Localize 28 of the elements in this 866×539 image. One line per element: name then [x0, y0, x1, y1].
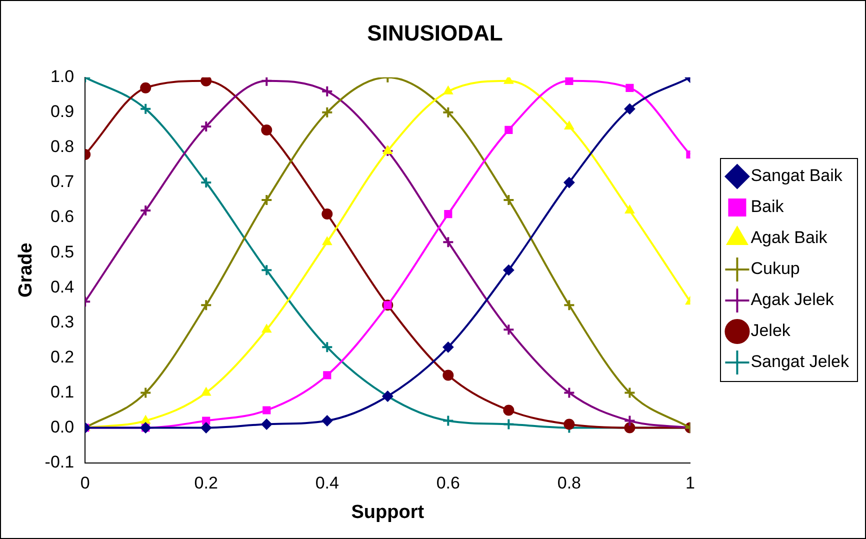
chart-title: SINUSIODAL — [367, 20, 503, 46]
x-axis-title: Support — [351, 502, 425, 523]
y-tick-label: 0.3 — [50, 312, 74, 332]
legend-label: Baik — [750, 197, 784, 216]
x-tick-label: 0.4 — [315, 474, 339, 493]
y-tick-label: 0.7 — [50, 172, 74, 192]
x-tick-label: 0.6 — [436, 474, 460, 493]
legend-label: Agak Jelek — [750, 290, 834, 310]
legend-label: Sangat Baik — [750, 166, 843, 186]
y-tick-label: 0.2 — [50, 347, 74, 366]
legend-label: Sangat Jelek — [750, 352, 850, 372]
y-tick-label: 0.9 — [50, 102, 74, 122]
y-tick-label: -0.1 — [44, 452, 74, 472]
y-tick-label: 1.0 — [50, 67, 74, 86]
x-tick-label: 1 — [685, 474, 695, 493]
legend-label: Jelek — [750, 321, 791, 340]
y-tick-label: 0.5 — [50, 242, 74, 262]
legend-label: Agak Baik — [750, 228, 828, 248]
y-axis-title: Grade — [16, 242, 37, 298]
x-tick-label: 0.2 — [194, 474, 218, 493]
legend-label: Cukup — [750, 259, 800, 278]
y-tick-label: 0.0 — [50, 417, 74, 436]
y-tick-label: 0.6 — [50, 207, 74, 226]
y-tick-label: 0.1 — [50, 382, 74, 402]
y-tick-label: 0.8 — [50, 137, 74, 156]
y-tick-label: 0.4 — [50, 277, 74, 296]
x-tick-label: 0.8 — [557, 474, 582, 493]
x-tick-label: 0 — [80, 474, 90, 493]
